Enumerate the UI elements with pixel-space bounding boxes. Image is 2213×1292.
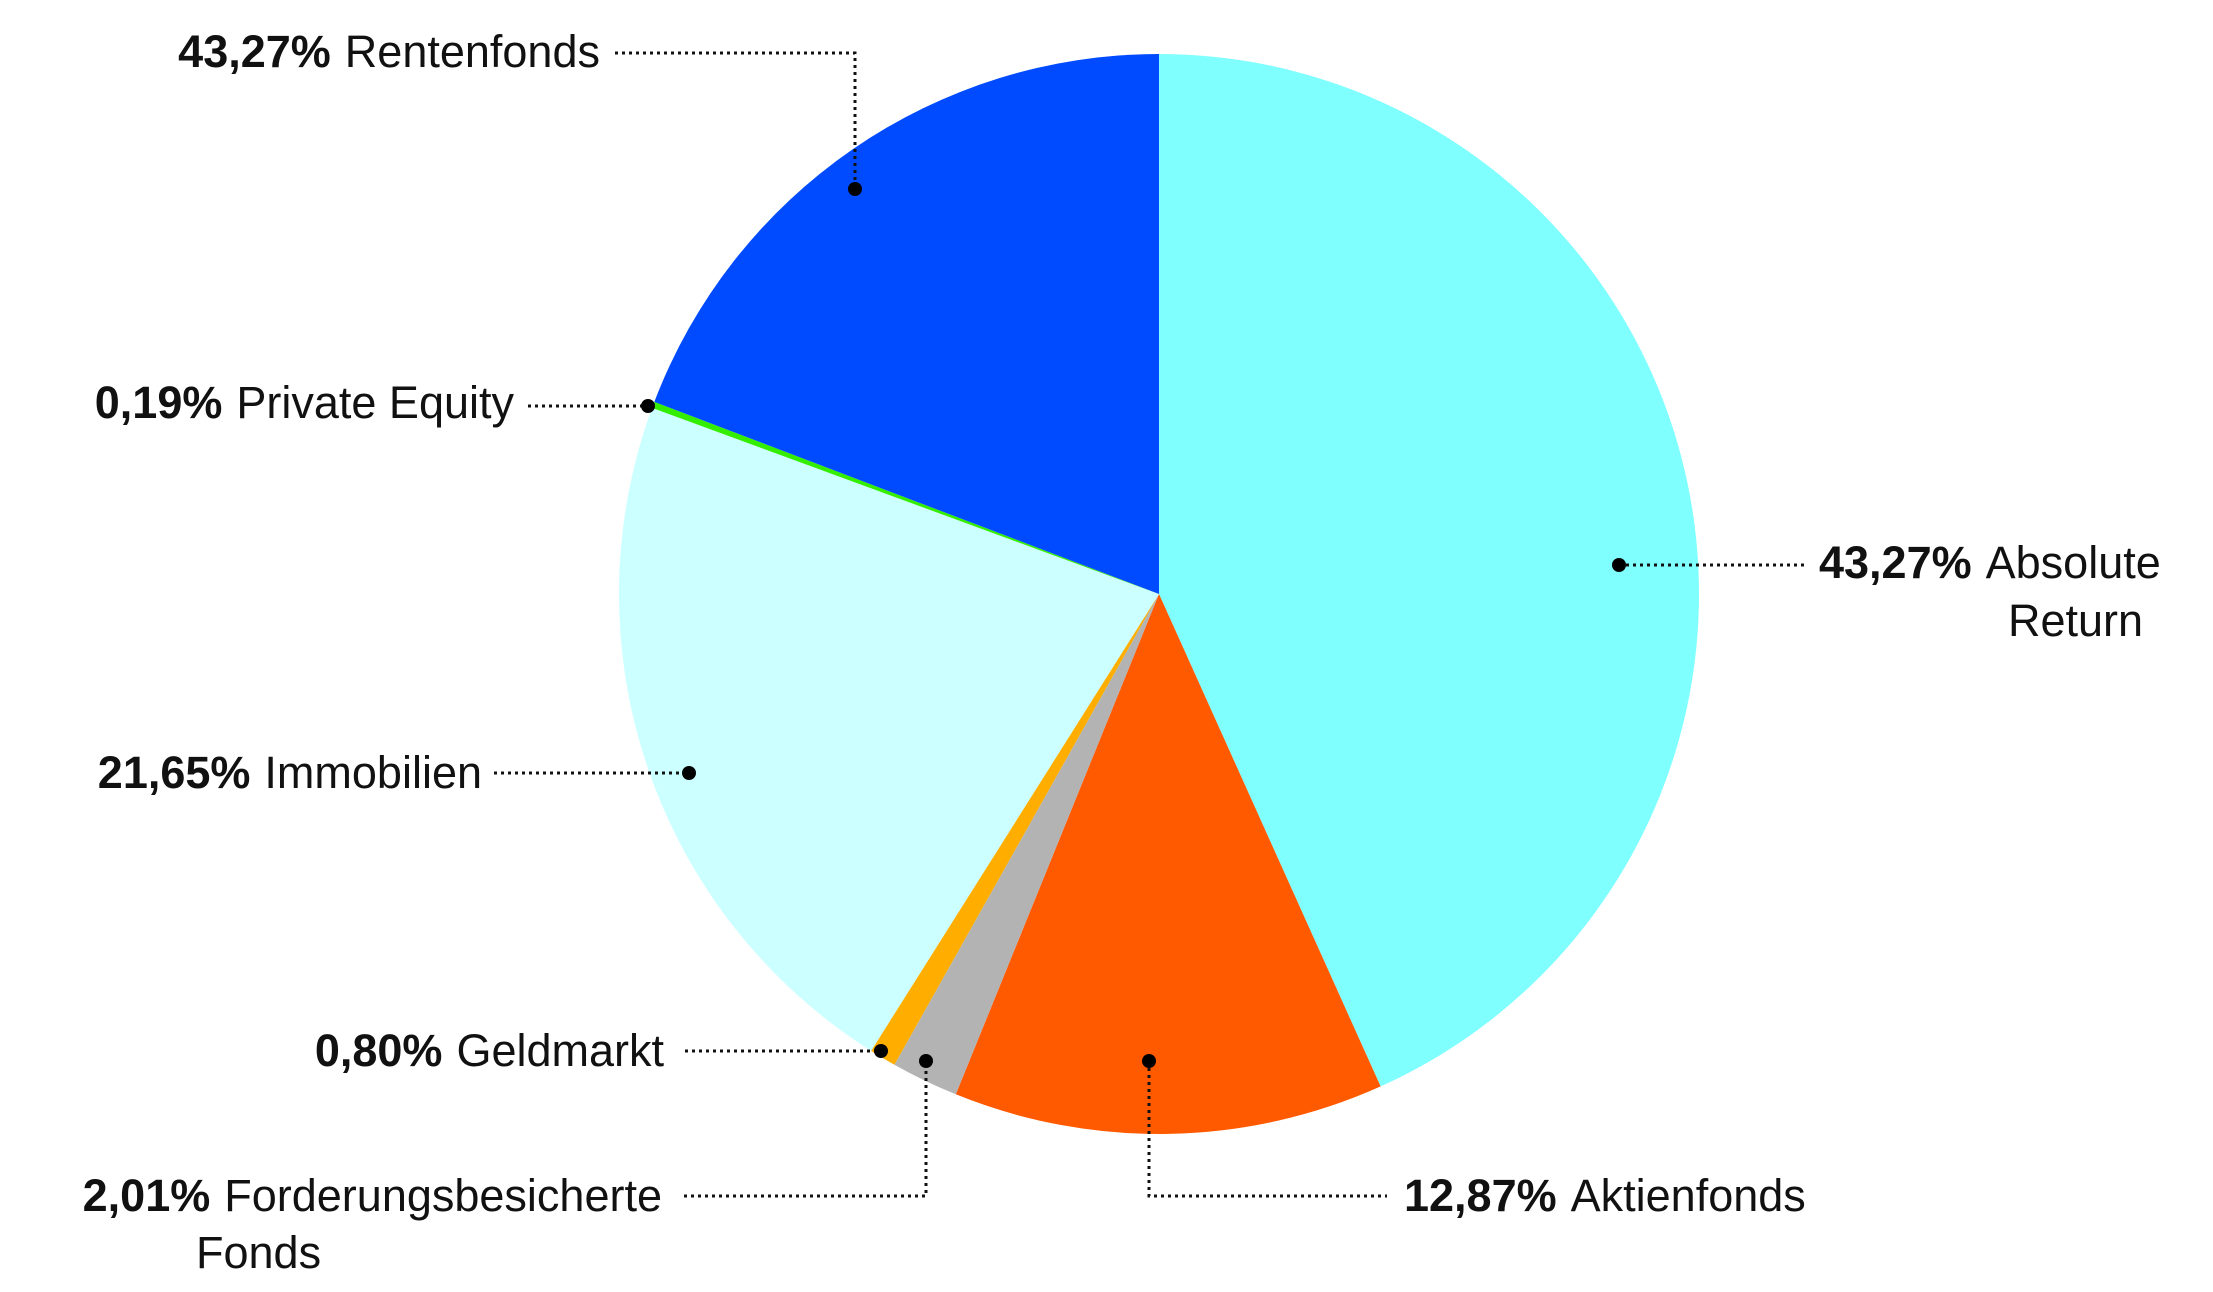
pie-slice-geldmarkt [871, 594, 1159, 1065]
pie-slices [619, 54, 1699, 1134]
slice-label: 2,01% Forderungsbesicherte [83, 1170, 662, 1221]
pie-slice-absolute-return [1159, 54, 1699, 1087]
label-immobilien: 21,65% Immobilien [98, 747, 696, 798]
slice-label: 43,27% Absolute [1819, 537, 2161, 588]
slice-label: 0,80% Geldmarkt [315, 1025, 665, 1076]
slice-label: 12,87% Aktienfonds [1404, 1170, 1806, 1221]
leader-line [684, 1061, 928, 1198]
pie-slice-private-equity [652, 401, 1159, 594]
leader-dot [641, 399, 655, 413]
label-rentenfonds: 43,27% Rentenfonds [178, 26, 862, 196]
leader-dot [1142, 1054, 1156, 1068]
leader-dot [848, 182, 862, 196]
leader-dot [682, 766, 696, 780]
leader-line [615, 51, 857, 189]
slice-name-line2: Return [2008, 595, 2143, 646]
slice-name: Forderungsbesicherte [224, 1170, 662, 1221]
pie-slice-immobilien [619, 407, 1159, 1051]
slice-name: Immobilien [264, 747, 482, 798]
slice-percent: 2,01% [83, 1170, 211, 1221]
leader-dot [874, 1044, 888, 1058]
slice-percent: 43,27% [1819, 537, 1972, 588]
slice-name: Rentenfonds [345, 26, 600, 77]
slice-percent: 21,65% [98, 747, 251, 798]
slice-label: 43,27% Rentenfonds [178, 26, 600, 77]
pie-slice-aktienfonds [955, 594, 1381, 1134]
slice-name: Absolute [1986, 537, 2161, 588]
slice-percent: 12,87% [1404, 1170, 1557, 1221]
pie-slice-forderungsbesicherte-fonds [894, 594, 1159, 1095]
slice-percent: 43,27% [178, 26, 331, 77]
label-aktienfonds: 12,87% Aktienfonds [1142, 1054, 1806, 1221]
slice-name: Aktienfonds [1571, 1170, 1806, 1221]
slice-name-line2: Fonds [196, 1227, 321, 1278]
leader-dot [1612, 558, 1626, 572]
slice-percent: 0,19% [95, 377, 223, 428]
slice-percent: 0,80% [315, 1025, 443, 1076]
leader-line [1147, 1061, 1387, 1198]
leader-dot [919, 1054, 933, 1068]
label-private-equity: 0,19% Private Equity [95, 377, 655, 428]
label-absolute-return: 43,27% Absolute Return [1612, 537, 2161, 646]
slice-label: 0,19% Private Equity [95, 377, 515, 428]
slice-name: Private Equity [236, 377, 514, 428]
slice-name: Geldmarkt [456, 1025, 664, 1076]
label-geldmarkt: 0,80% Geldmarkt [315, 1025, 888, 1076]
slice-label: 21,65% Immobilien [98, 747, 482, 798]
pie-slice-rentenfonds [654, 54, 1159, 594]
label-forderungsbesicherte-fonds: 2,01% Forderungsbesicherte Fonds [83, 1054, 933, 1278]
